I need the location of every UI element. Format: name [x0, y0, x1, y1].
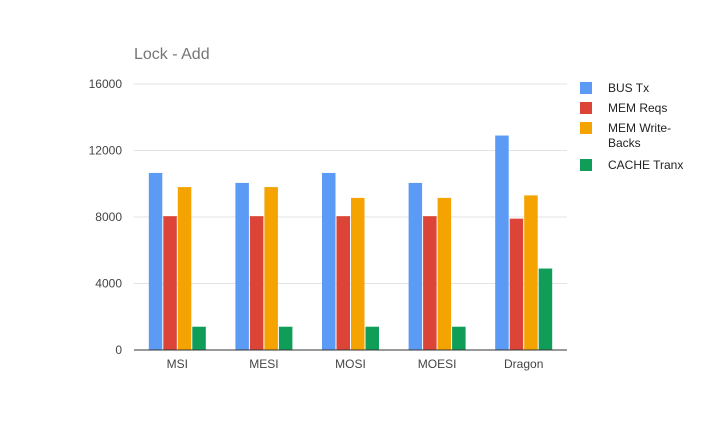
- legend-label: MEM Write-: [608, 121, 671, 135]
- bar: [163, 216, 177, 350]
- legend-item: BUS Tx: [580, 81, 649, 95]
- y-tick-label: 16000: [89, 77, 123, 91]
- legend-swatch: [580, 159, 592, 171]
- x-tick-label: Dragon: [504, 357, 543, 371]
- x-tick-label: MOSI: [335, 357, 366, 371]
- x-tick-label: MSI: [167, 357, 188, 371]
- bar: [235, 182, 249, 350]
- bar: [322, 172, 336, 350]
- bar: [365, 326, 379, 350]
- legend-swatch: [580, 122, 592, 134]
- bar: [408, 182, 423, 350]
- legend-item: MEM Write-Backs: [580, 121, 671, 150]
- bar: [351, 197, 365, 350]
- bar: [148, 172, 163, 350]
- x-axis: MSI MESI MOSI MOESI Dragon: [134, 349, 567, 371]
- y-axis: 0 4000 8000 12000 16000: [89, 77, 123, 357]
- bars: [148, 135, 553, 350]
- x-tick-label: MESI: [249, 357, 278, 371]
- bar: [177, 187, 192, 350]
- bar: [336, 216, 350, 350]
- y-tick-label: 8000: [95, 210, 122, 224]
- legend-swatch: [580, 82, 592, 94]
- y-tick-label: 4000: [95, 277, 122, 291]
- bar: [452, 326, 466, 350]
- legend-label: CACHE Tranx: [608, 158, 683, 172]
- x-tick-label: MOESI: [418, 357, 457, 371]
- legend-item: CACHE Tranx: [580, 158, 683, 172]
- legend-swatch: [580, 102, 592, 114]
- bar: [264, 187, 278, 350]
- bar: [495, 135, 509, 350]
- y-tick-label: 0: [115, 343, 122, 357]
- bar: [509, 218, 524, 350]
- legend-label: Backs: [608, 136, 641, 150]
- chart-title: Lock - Add: [134, 46, 210, 63]
- legend-label: BUS Tx: [608, 81, 649, 95]
- bar: [538, 268, 553, 350]
- bar: [524, 195, 538, 350]
- bar: [437, 197, 452, 350]
- bar: [423, 216, 437, 350]
- gridlines: [134, 83, 567, 284]
- legend: BUS Tx MEM Reqs MEM Write-Backs CACHE Tranx: [580, 81, 683, 172]
- bar: [192, 326, 206, 350]
- y-tick-label: 12000: [89, 144, 123, 158]
- legend-label: MEM Reqs: [608, 101, 667, 115]
- legend-item: MEM Reqs: [580, 101, 667, 115]
- bar: [249, 216, 264, 350]
- bar: [278, 326, 293, 350]
